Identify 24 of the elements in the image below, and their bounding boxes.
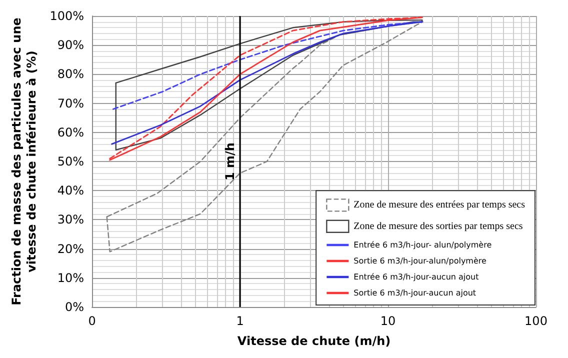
- y-tick-label: 30%: [57, 212, 84, 227]
- ref-line-label: 1 m/h: [223, 142, 237, 180]
- legend-label: Sortie 6 m3/h-jour-aucun ajout: [354, 288, 476, 298]
- y-tick-label: 80%: [57, 67, 84, 82]
- y-tick-label: 50%: [57, 154, 84, 168]
- y-tick-label: 40%: [57, 184, 84, 198]
- y-tick-label: 20%: [57, 242, 84, 256]
- legend-label: Entrée 6 m3/h-jour-aucun ajout: [354, 272, 479, 282]
- y-tick-label: 60%: [57, 125, 84, 140]
- y-tick-label: 90%: [57, 38, 84, 52]
- x-axis-title: Vitesse de chute (m/h): [237, 334, 391, 348]
- x-tick-label: 0: [88, 314, 96, 328]
- y-tick-label: 0%: [64, 300, 84, 314]
- y-tick-label: 70%: [57, 96, 84, 110]
- legend-label: Zone de mesure des entrées par temps secs: [354, 200, 526, 211]
- x-tick-label: 1: [236, 314, 244, 328]
- x-tick-label: 10: [380, 314, 396, 328]
- y-tick-label: 10%: [57, 270, 84, 285]
- y-tick-label: 100%: [50, 9, 84, 23]
- x-tick-label: 100: [524, 314, 548, 328]
- y-axis-title: Fraction de masse des particules avec une vitesse de chute inférieure à (%): [9, 18, 38, 306]
- legend-label: Sortie 6 m3/h-jour-alun/polymère: [354, 256, 486, 266]
- legend-label: Zone de mesure des sorties par temps secs: [354, 220, 523, 232]
- legend-label: Entrée 6 m3/h-jour- alun/polymère: [354, 240, 492, 250]
